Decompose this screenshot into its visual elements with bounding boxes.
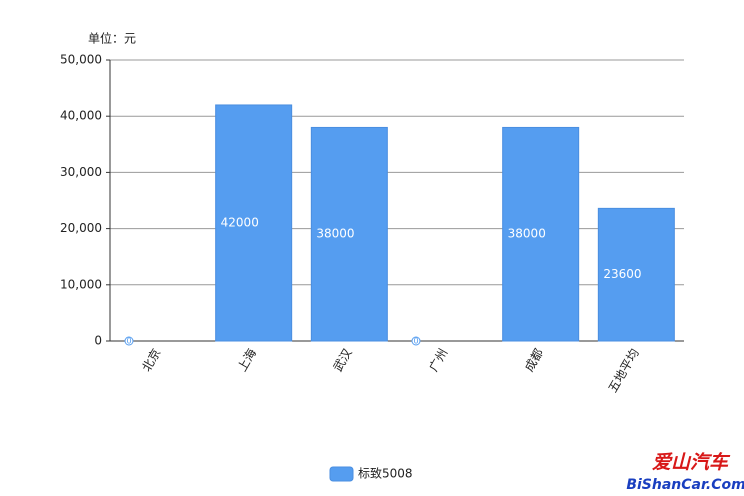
watermark-title: 爱山汽车 (652, 452, 731, 474)
bar (215, 104, 293, 342)
x-tick-label: 五地平均 (606, 346, 642, 395)
y-tick-label: 40,000 (60, 109, 102, 123)
y-tick-label: 30,000 (60, 165, 102, 179)
unit-label: 单位：元 (88, 31, 136, 46)
x-tick-label: 成都 (522, 346, 546, 374)
data-label: 38000 (316, 227, 354, 241)
data-label: 23600 (603, 267, 641, 281)
legend-label: 标致5008 (358, 467, 413, 481)
y-tick-label: 0 (94, 334, 102, 348)
y-tick-label: 20,000 (60, 221, 102, 235)
data-label: 38000 (508, 227, 546, 241)
y-tick-label: 10,000 (60, 277, 102, 291)
data-label: 0 (126, 337, 131, 346)
legend-swatch (329, 466, 354, 482)
x-tick-label: 广州 (426, 346, 450, 374)
data-label: 42000 (221, 215, 259, 229)
x-tick-label: 武汉 (331, 346, 355, 374)
zero-label-bg (124, 336, 134, 346)
data-label: 0 (413, 337, 418, 346)
watermark-url: BiShanCar.Com (626, 477, 744, 493)
bar (597, 207, 675, 342)
bar (310, 126, 388, 342)
x-tick-label: 北京 (139, 346, 163, 374)
y-tick-label: 50,000 (60, 53, 102, 67)
bar (502, 126, 580, 342)
x-tick-label: 上海 (234, 346, 259, 374)
zero-label-bg (411, 336, 421, 346)
